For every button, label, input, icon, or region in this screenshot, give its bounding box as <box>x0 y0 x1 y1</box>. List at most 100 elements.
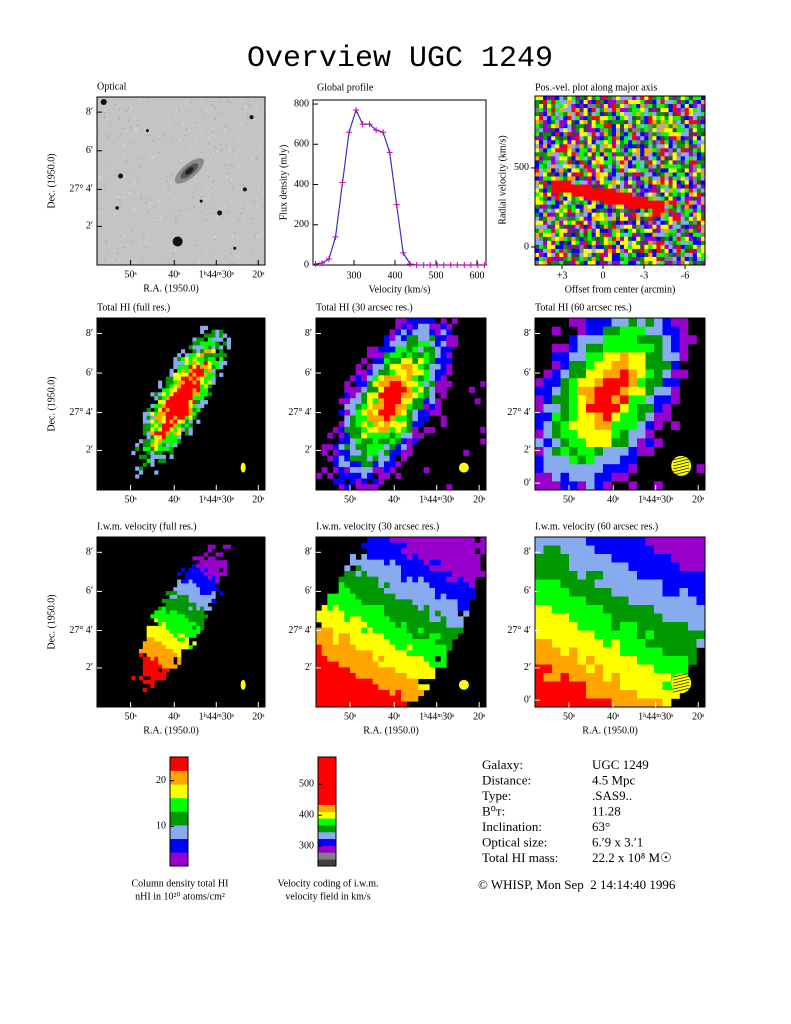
pv-pixel <box>620 224 625 230</box>
pv-pixel <box>700 104 706 109</box>
map-pixel <box>586 326 595 336</box>
noise <box>134 117 136 120</box>
map-pixel <box>146 443 151 448</box>
map-pixel <box>333 644 339 651</box>
pv-pixel <box>579 248 584 254</box>
map-pixel <box>535 404 544 413</box>
map-pixel <box>611 318 621 327</box>
pv-pixel <box>632 260 637 266</box>
noise <box>151 254 154 257</box>
pv-pixel <box>539 240 544 246</box>
map-pixel <box>372 673 379 679</box>
pv-pixel <box>559 156 564 161</box>
pv-pixel <box>660 240 665 246</box>
pv-pixel <box>660 172 665 177</box>
map-pixel <box>142 664 147 669</box>
map-pixel <box>645 690 655 699</box>
map-pixel <box>200 587 205 592</box>
map-pixel <box>188 364 193 370</box>
map-pixel <box>463 576 470 583</box>
map-pixel <box>577 639 587 648</box>
map-pixel <box>429 404 436 411</box>
map-pixel <box>372 409 379 416</box>
map-pixel <box>418 537 424 543</box>
pv-pixel <box>676 120 682 125</box>
pv-pixel <box>607 128 613 133</box>
dec-axis-label: Dec. (1950.0) <box>46 153 57 208</box>
pv-pixel <box>620 228 625 234</box>
pv-pixel <box>620 236 625 242</box>
map-pixel <box>440 616 447 623</box>
map-pixel <box>146 668 151 673</box>
noise <box>114 213 116 216</box>
pv-pixel <box>688 172 694 177</box>
pv-pixel <box>583 236 588 242</box>
colorbar-segment <box>318 838 336 846</box>
map-pixel <box>552 596 561 606</box>
map-pixel <box>611 412 621 422</box>
map-pixel <box>372 656 379 662</box>
pv-pixel <box>676 152 682 157</box>
pv-pixel <box>672 160 677 165</box>
pv-pixel <box>583 100 588 105</box>
pv-pixel <box>587 100 592 105</box>
map-pixel <box>435 605 441 611</box>
pv-pixel <box>615 136 621 141</box>
pv-pixel <box>664 104 669 109</box>
pv-pixel <box>668 116 673 121</box>
map-pixel <box>188 431 193 436</box>
map-pixel <box>327 444 334 451</box>
pv-pixel <box>660 260 665 266</box>
pv-pixel <box>551 184 556 189</box>
pv-pixel <box>567 236 572 242</box>
map-pixel <box>401 599 407 606</box>
map-pixel <box>150 458 155 463</box>
pv-pixel <box>535 116 540 121</box>
map-pixel <box>594 562 604 572</box>
noise <box>148 124 150 127</box>
pv-pixel <box>668 232 673 238</box>
map-pixel <box>418 576 424 583</box>
map-pixel <box>457 537 464 543</box>
profile-marker <box>312 260 319 267</box>
pv-pixel <box>656 188 661 193</box>
noise <box>237 137 240 139</box>
map-pixel <box>628 605 638 614</box>
map-pixel <box>569 605 578 614</box>
pv-pixel <box>579 160 584 165</box>
map-pixel <box>401 329 407 336</box>
pv-pixel <box>680 208 686 213</box>
pv-pixel <box>656 176 661 181</box>
ra-tick-label: 20ˢ <box>692 711 704 722</box>
map-pixel <box>586 613 595 623</box>
page-title: Overview UGC 1249 <box>247 42 553 76</box>
pv-pixel <box>603 232 609 238</box>
ra-axis-label: R.A. (1950.0) <box>143 283 199 294</box>
pv-pixel <box>575 144 580 149</box>
pv-pixel <box>632 132 637 137</box>
pv-pixel <box>603 124 609 129</box>
pv-pixel <box>547 168 552 173</box>
map-pixel <box>389 375 396 382</box>
map-pixel <box>344 673 351 679</box>
colorbar-segment <box>170 784 188 799</box>
map-pixel <box>637 596 646 606</box>
map-pixel <box>452 588 458 594</box>
pv-pixel <box>628 236 633 242</box>
pv-pixel <box>603 256 609 262</box>
map-pixel <box>384 571 390 577</box>
map-pixel <box>211 376 216 381</box>
map-pixel <box>401 404 407 411</box>
map-pixel <box>620 588 629 597</box>
map-pixel <box>142 415 147 420</box>
pv-pixel <box>668 256 673 262</box>
map-pixel <box>412 404 419 411</box>
map-pixel <box>418 610 424 617</box>
map-pixel <box>158 454 163 460</box>
map-pixel <box>207 357 212 362</box>
map-pixel <box>435 542 441 549</box>
map-pixel <box>535 537 544 546</box>
pv-pixel <box>684 116 690 121</box>
map-pixel <box>184 618 189 623</box>
noise <box>214 118 217 121</box>
